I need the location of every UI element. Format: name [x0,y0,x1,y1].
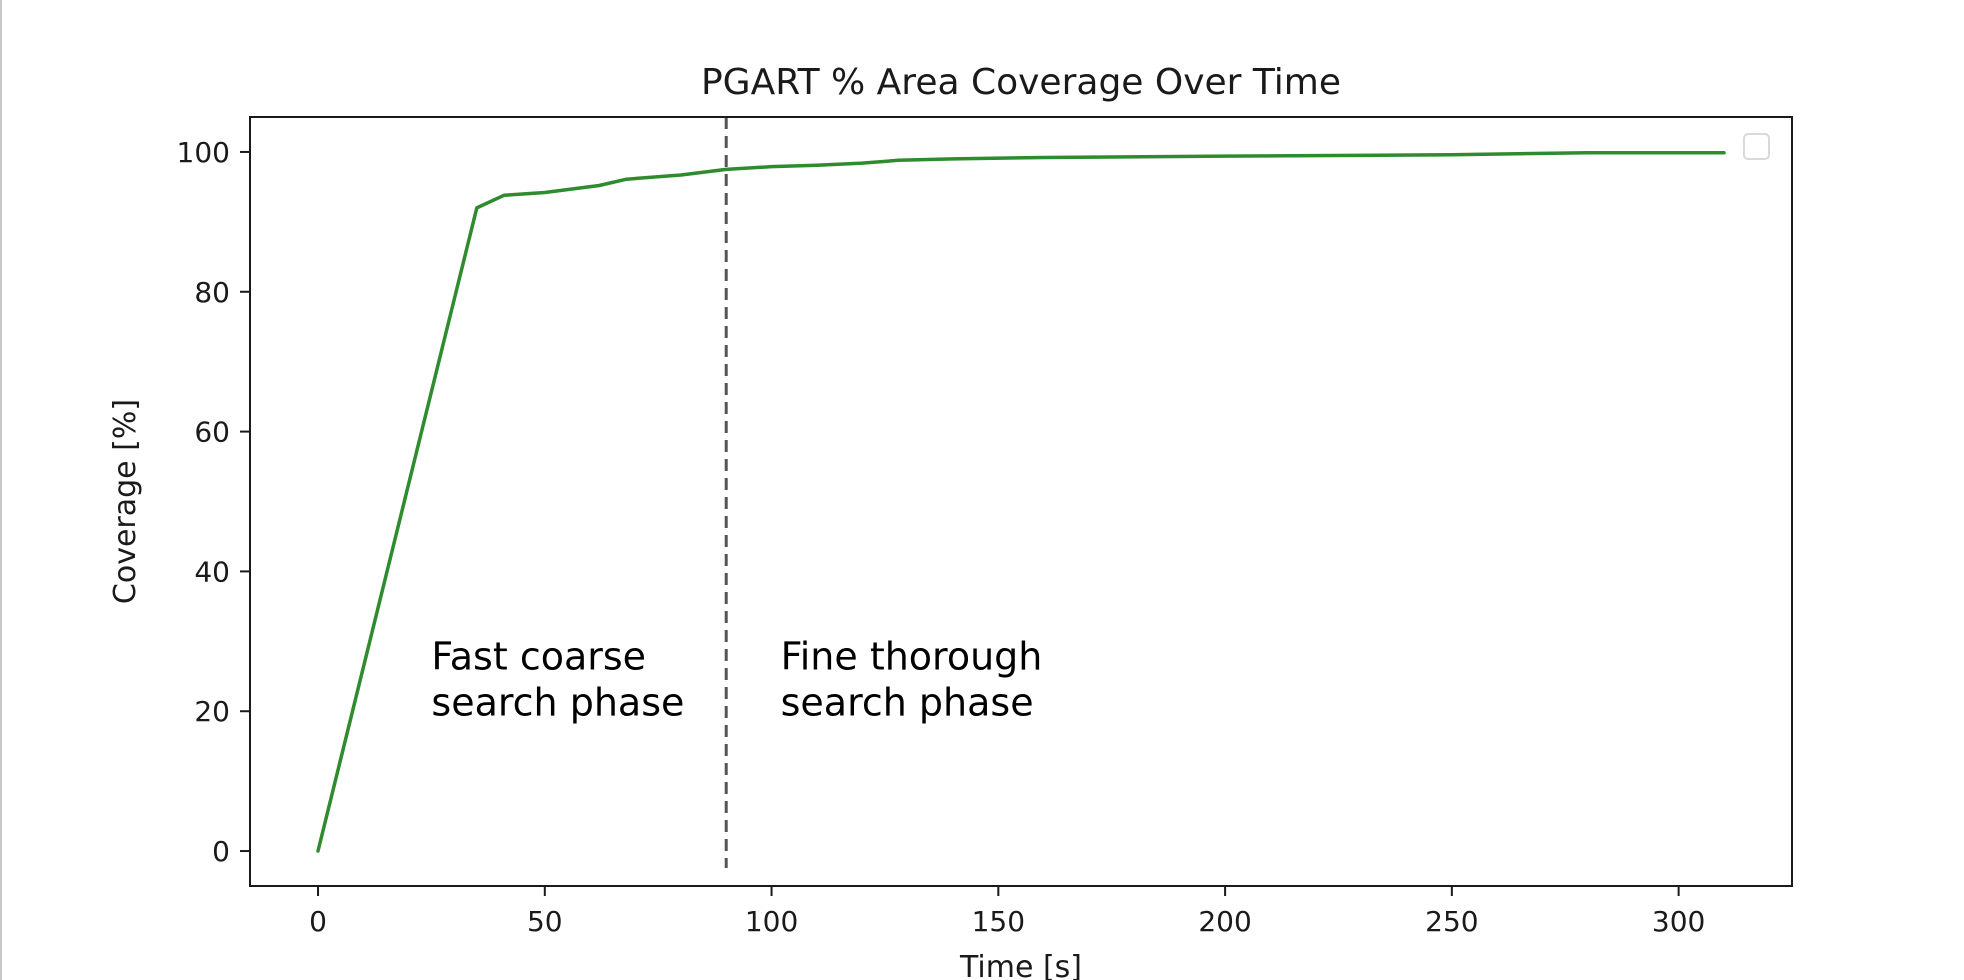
x-tick-label: 300 [1652,905,1705,938]
x-tick-label: 0 [309,905,327,938]
y-tick-label: 40 [194,555,230,588]
legend-box [1743,133,1770,160]
x-tick-label: 250 [1425,905,1478,938]
coverage-series-line [316,150,1726,853]
x-tick-label: 100 [745,905,798,938]
y-tick-label: 100 [177,136,230,169]
annotation-line: search phase [781,680,1034,724]
coarse-phase-annotation: Fast coarse search phase [431,634,684,724]
plot-area: 0 50 100 150 200 250 300 0 20 40 60 80 100 Fast coars… [177,116,1793,938]
y-tick-label: 0 [212,835,230,868]
annotation-line: search phase [431,680,684,724]
x-tick-label: 200 [1198,905,1251,938]
x-axis-label: Time [s] [959,950,1082,980]
chart-title: PGART % Area Coverage Over Time [701,62,1341,103]
axes-frame [249,116,1793,887]
fine-phase-annotation: Fine thorough search phase [781,634,1043,724]
x-tick-label: 50 [527,905,563,938]
y-tick-label: 20 [194,695,230,728]
annotation-line: Fast coarse [431,634,646,678]
y-tick-label: 80 [194,276,230,309]
annotation-line: Fine thorough [781,634,1043,678]
y-tick-label: 60 [194,416,230,449]
x-tick-label: 150 [972,905,1025,938]
y-axis-label: Coverage [%] [108,399,143,604]
